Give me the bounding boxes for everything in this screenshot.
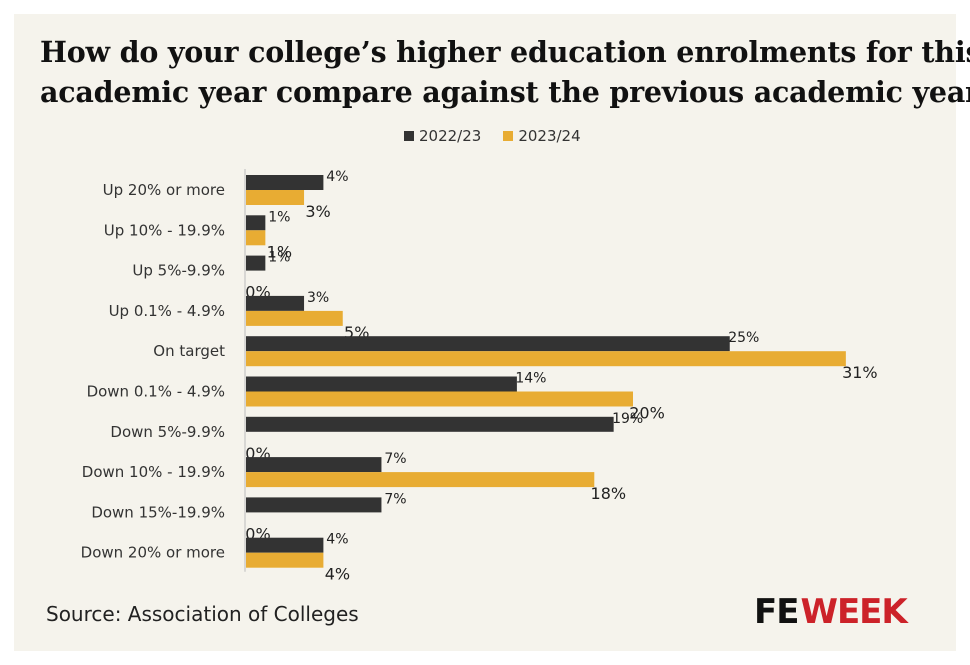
chart-legend: 2022/23 2023/24 [404,127,581,145]
data-label-2022-23-up-5-9-9: 1% [268,250,290,266]
bar-2022-23-down-10-19-9 [246,457,382,473]
data-label-2023-24-up-20-or-more: 3% [305,202,330,221]
bar-2023-24-up-10-19-9 [246,230,266,246]
category-label-down-10-19-9: Down 10% - 19.9% [82,463,225,481]
category-label-up-0-1-4-9: Up 0.1% - 4.9% [109,302,225,320]
category-label-down-0-1-4-9: Down 0.1% - 4.9% [87,383,225,401]
legend-item-2022-23: 2022/23 [404,127,481,145]
bar-2022-23-down-15-19-9 [246,497,382,513]
chart-title: How do your college’s higher education e… [40,32,970,112]
bar-2023-24-down-0-1-4-9 [246,391,633,407]
fe-week-logo: FEWEEK [754,592,908,632]
data-label-2022-23-up-0-1-4-9: 3% [307,290,329,306]
bar-2022-23-down-5-9-9 [246,416,614,432]
bar-2022-23-down-0-1-4-9 [246,376,517,392]
logo-week: WEEK [800,592,907,632]
bar-2022-23-on-target [246,336,730,352]
bar-2023-24-up-20-or-more [246,190,305,205]
bar-2022-23-down-20-or-more [246,537,324,553]
chart-card: How do your college’s higher education e… [14,14,970,651]
source-note: Source: Association of Colleges [46,602,359,626]
category-label-up-5-9-9: Up 5%-9.9% [132,262,225,280]
bar-2022-23-up-0-1-4-9 [246,295,305,311]
logo-fe: FE [754,592,799,632]
legend-item-2023-24: 2023/24 [503,127,581,145]
data-label-2023-24-up-10-19-9: 1% [267,242,292,261]
category-label-down-15-19-9: Down 15%-19.9% [91,503,225,521]
bar-2022-23-up-20-or-more [246,175,324,190]
data-label-2022-23-down-20-or-more: 4% [326,532,348,548]
legend-swatch-2022-23 [404,131,414,141]
chart-title-line-2: academic year compare against the previo… [40,75,970,109]
bar-2022-23-up-5-9-9 [246,255,266,271]
category-label-up-10-19-9: Up 10% - 19.9% [104,221,225,239]
data-label-2023-24-down-0-1-4-9: 20% [629,404,665,423]
bar-2023-24-up-0-1-4-9 [246,310,343,326]
data-label-2023-24-down-10-19-9: 18% [591,484,627,503]
data-label-2022-23-down-15-19-9: 7% [384,491,406,507]
bar-2023-24-on-target [246,351,846,367]
data-label-2022-23-down-0-1-4-9: 14% [515,371,546,387]
data-label-2023-24-down-20-or-more: 4% [325,565,350,584]
category-label-down-20-or-more: Down 20% or more [81,544,225,562]
chart-title-line-1: How do your college’s higher education e… [40,35,970,69]
data-label-2022-23-down-5-9-9: 19% [612,411,643,427]
data-label-2022-23-on-target: 25% [728,330,759,346]
data-label-2022-23-up-10-19-9: 1% [268,209,290,225]
data-label-2023-24-on-target: 31% [842,363,878,382]
legend-label-2023-24: 2023/24 [518,127,581,145]
legend-swatch-2023-24 [503,131,514,141]
legend-label-2022-23: 2022/23 [419,127,482,145]
category-label-down-5-9-9: Down 5%-9.9% [110,423,225,441]
category-label-up-20-or-more: Up 20% or more [103,181,225,199]
data-label-2022-23-up-20-or-more: 4% [326,169,348,185]
bar-2023-24-down-20-or-more [246,552,324,568]
bar-2022-23-up-10-19-9 [246,215,266,231]
data-label-2022-23-down-10-19-9: 7% [384,451,406,467]
bar-2023-24-down-10-19-9 [246,472,595,488]
category-label-on-target: On target [153,342,225,360]
